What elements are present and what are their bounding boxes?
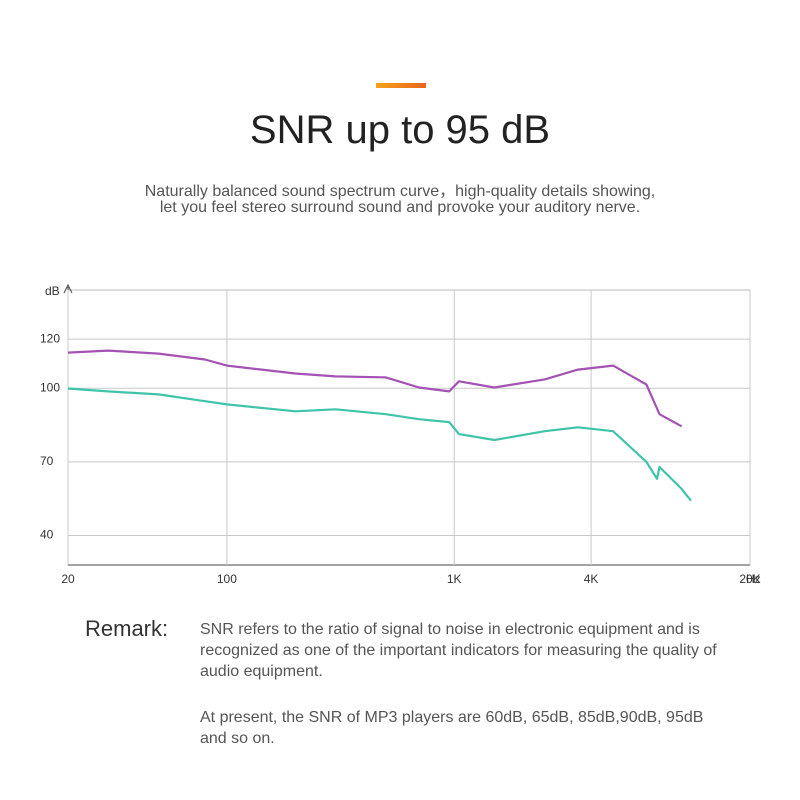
subtitle: let you feel stereo surround sound and p… xyxy=(159,199,641,216)
y-tick-label: 120 xyxy=(40,331,60,345)
y-axis-arrow xyxy=(63,283,73,294)
x-axis-label: Hz xyxy=(746,572,761,586)
x-tick-label: 20K xyxy=(739,572,760,586)
series-line xyxy=(67,349,683,428)
x-tick-label: 20 xyxy=(61,572,75,586)
y-tick-label: 40 xyxy=(40,528,54,542)
subtitle: Naturally balanced sound spectrum curve，… xyxy=(144,183,656,200)
remark-text: SNR refers to the ratio of signal to noi… xyxy=(200,621,717,680)
y-tick-label: 100 xyxy=(40,380,60,394)
accent-bar xyxy=(376,83,426,88)
y-tick-label: 70 xyxy=(40,454,54,468)
series-line xyxy=(67,387,692,502)
x-tick-label: 1K xyxy=(447,572,462,586)
plot-frame xyxy=(67,289,751,566)
y-axis-label: dB xyxy=(45,284,60,298)
remark-text: At present, the SNR of MP3 players are 6… xyxy=(200,709,704,747)
x-tick-label: 100 xyxy=(217,572,237,586)
x-tick-label: 4K xyxy=(584,572,599,586)
title: SNR up to 95 dB xyxy=(249,108,551,152)
remark-label: Remark: xyxy=(85,616,169,641)
